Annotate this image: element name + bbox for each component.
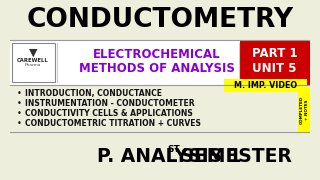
Text: Pharma: Pharma — [25, 63, 41, 67]
Text: SEMESTER: SEMESTER — [174, 147, 292, 165]
FancyBboxPatch shape — [10, 0, 310, 40]
Text: INSTRUMENTATION - CONDUCTOMETER: INSTRUMENTATION - CONDUCTOMETER — [25, 98, 194, 107]
Text: ELECTROCHEMICAL: ELECTROCHEMICAL — [93, 48, 221, 60]
Text: PART 1: PART 1 — [252, 46, 298, 60]
Text: •: • — [17, 89, 22, 98]
Text: CAREWELL: CAREWELL — [17, 57, 49, 62]
FancyBboxPatch shape — [10, 40, 310, 85]
Text: ▼: ▼ — [29, 48, 37, 58]
FancyBboxPatch shape — [10, 132, 310, 180]
Text: P. ANALYSIS 1: P. ANALYSIS 1 — [97, 147, 242, 165]
FancyBboxPatch shape — [240, 40, 310, 85]
Text: CONDUCTOMETRIC TITRATION + CURVES: CONDUCTOMETRIC TITRATION + CURVES — [25, 118, 201, 127]
Text: CONDUCTIVITY CELLS & APPLICATIONS: CONDUCTIVITY CELLS & APPLICATIONS — [25, 109, 192, 118]
Text: •: • — [17, 98, 22, 107]
Text: INTRODUCTION, CONDUCTANCE: INTRODUCTION, CONDUCTANCE — [25, 89, 162, 98]
Text: COMPLETED
+ NOTES: COMPLETED + NOTES — [300, 96, 308, 124]
Text: •: • — [17, 109, 22, 118]
FancyBboxPatch shape — [298, 88, 310, 132]
Text: ST: ST — [167, 145, 180, 154]
Text: UNIT 5: UNIT 5 — [252, 62, 297, 75]
FancyBboxPatch shape — [12, 43, 55, 82]
Text: CONDUCTOMETRY: CONDUCTOMETRY — [27, 7, 293, 33]
Text: M. IMP. VIDEO: M. IMP. VIDEO — [234, 81, 297, 90]
Text: METHODS OF ANALYSIS: METHODS OF ANALYSIS — [79, 62, 235, 75]
Text: •: • — [17, 118, 22, 127]
FancyBboxPatch shape — [224, 79, 307, 92]
